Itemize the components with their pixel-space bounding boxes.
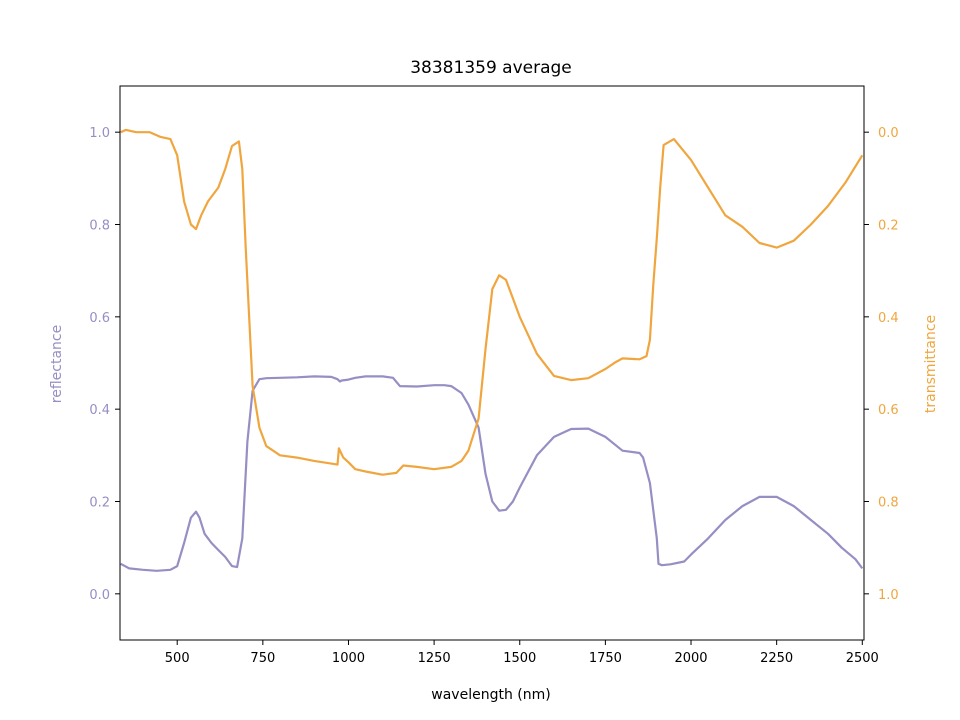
x-tick-label: 500 xyxy=(165,651,190,666)
y-left-tick-label: 0.8 xyxy=(89,219,110,234)
y-right-tick-label: 0.8 xyxy=(878,496,899,511)
x-tick-label: 2000 xyxy=(674,651,707,666)
x-axis-label: wavelength (nm) xyxy=(431,687,550,703)
y-axis-left: 0.0 0.2 0.4 0.6 0.8 1.0 xyxy=(89,126,120,603)
y-left-tick-label: 0.6 xyxy=(89,311,110,326)
y-left-tick-label: 0.2 xyxy=(89,496,110,511)
x-tick-label: 1500 xyxy=(503,651,536,666)
y-axis-right: 0.0 0.2 0.4 0.6 0.8 1.0 xyxy=(864,126,899,603)
x-tick-label: 750 xyxy=(250,651,275,666)
x-axis: 500 750 1000 1250 1500 1750 2000 2250 2500 xyxy=(165,640,879,666)
y-right-tick-label: 0.0 xyxy=(878,126,899,141)
y-left-tick-label: 0.4 xyxy=(89,403,110,418)
y-axis-left-label: reflectance xyxy=(49,325,65,403)
y-left-tick-label: 1.0 xyxy=(89,126,110,141)
chart-title: 38381359 average xyxy=(410,58,572,78)
y-right-tick-label: 0.4 xyxy=(878,311,899,326)
y-right-tick-label: 0.6 xyxy=(878,403,899,418)
y-axis-right-label: transmittance xyxy=(923,315,939,413)
x-tick-label: 1750 xyxy=(589,651,622,666)
x-tick-label: 2500 xyxy=(846,651,879,666)
y-right-tick-label: 1.0 xyxy=(878,588,899,603)
x-tick-label: 1250 xyxy=(418,651,451,666)
series-line-transmittance xyxy=(120,128,864,476)
series-line-reflectance xyxy=(120,375,864,572)
plot-frame xyxy=(119,85,865,641)
x-tick-label: 1000 xyxy=(332,651,365,666)
plot-area xyxy=(120,128,864,572)
y-right-tick-label: 0.2 xyxy=(878,219,899,234)
y-left-tick-label: 0.0 xyxy=(89,588,110,603)
x-tick-label: 2250 xyxy=(760,651,793,666)
